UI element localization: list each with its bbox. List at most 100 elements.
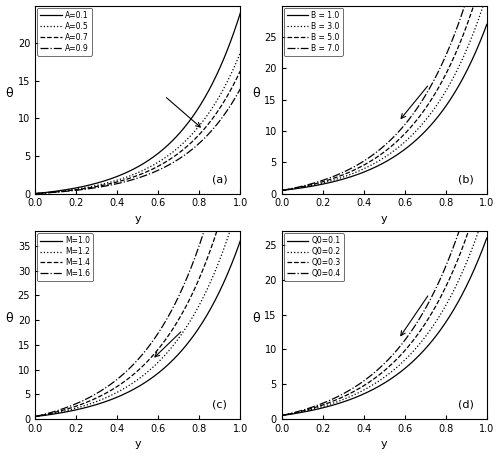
B = 7.0 — [404, 119, 410, 124]
A=0.7 — [158, 162, 164, 167]
A=0.7 — [32, 191, 38, 196]
Text: (b): (b) — [458, 174, 474, 184]
M=1.2 — [32, 414, 38, 419]
M=1.4 — [32, 414, 38, 419]
M=1.2 — [205, 285, 211, 290]
Line: B = 1.0: B = 1.0 — [282, 25, 487, 191]
Q0=0.2 — [401, 358, 407, 364]
Q0=0.1 — [401, 367, 407, 372]
A=0.9 — [154, 168, 160, 173]
B = 5.0 — [280, 187, 285, 193]
Line: Q0=0.1: Q0=0.1 — [282, 238, 487, 415]
Line: B = 3.0: B = 3.0 — [282, 0, 487, 191]
B = 5.0 — [400, 133, 406, 138]
Q0=0.4 — [484, 129, 490, 134]
Line: A=0.9: A=0.9 — [35, 89, 240, 194]
B = 7.0 — [278, 188, 284, 193]
B = 1.0 — [280, 187, 285, 193]
M=1.4 — [154, 349, 160, 354]
B = 1.0 — [464, 66, 470, 72]
A=0.1 — [154, 152, 160, 157]
A=0.1 — [32, 191, 38, 196]
A=0.1 — [205, 89, 211, 95]
Q0=0.4 — [464, 202, 470, 207]
M=1.0 — [218, 286, 224, 291]
M=1.6 — [238, 76, 244, 82]
Q0=0.2 — [400, 359, 406, 364]
B = 3.0 — [401, 140, 407, 146]
Legend: B = 1.0, B = 3.0, B = 5.0, B = 7.0: B = 1.0, B = 3.0, B = 5.0, B = 7.0 — [284, 8, 343, 56]
Line: A=0.5: A=0.5 — [35, 53, 240, 194]
A=0.7 — [154, 164, 160, 169]
B = 7.0 — [401, 123, 407, 129]
A=0.5 — [205, 111, 211, 117]
B = 5.0 — [464, 20, 470, 26]
A=0.5 — [32, 191, 38, 197]
X-axis label: y: y — [134, 214, 141, 224]
Q0=0.1 — [452, 305, 458, 311]
Q0=0.3 — [278, 413, 284, 418]
M=1.2 — [154, 361, 160, 367]
Q0=0.3 — [280, 413, 285, 418]
A=0.9 — [205, 132, 211, 137]
Y-axis label: θ: θ — [252, 86, 260, 100]
A=0.7 — [205, 121, 211, 127]
B = 3.0 — [280, 187, 285, 193]
Q0=0.3 — [452, 265, 458, 270]
X-axis label: y: y — [381, 214, 388, 224]
B = 1.0 — [401, 147, 407, 153]
M=1.2 — [158, 357, 164, 363]
B = 3.0 — [278, 188, 284, 193]
X-axis label: y: y — [134, 440, 141, 450]
M=1.6 — [154, 333, 160, 339]
M=1.6 — [32, 414, 38, 420]
Y-axis label: θ: θ — [252, 312, 260, 325]
M=1.4 — [32, 414, 38, 420]
A=0.7 — [218, 103, 224, 109]
A=0.9 — [238, 86, 244, 91]
A=0.1 — [154, 152, 160, 157]
M=1.0 — [32, 414, 38, 420]
M=1.4 — [205, 254, 211, 259]
Line: M=1.6: M=1.6 — [35, 79, 240, 417]
Text: (c): (c) — [212, 399, 227, 410]
A=0.1 — [218, 62, 224, 68]
A=0.9 — [32, 191, 38, 197]
Q0=0.3 — [404, 345, 410, 350]
Legend: Q0=0.1, Q0=0.2, Q0=0.3, Q0=0.4: Q0=0.1, Q0=0.2, Q0=0.3, Q0=0.4 — [284, 233, 344, 281]
Q0=0.1 — [278, 413, 284, 418]
Legend: A=0.1, A=0.5, A=0.7, A=0.9: A=0.1, A=0.5, A=0.7, A=0.9 — [38, 8, 92, 56]
Line: M=1.0: M=1.0 — [35, 241, 240, 417]
Q0=0.2 — [280, 413, 285, 418]
Q0=0.4 — [280, 413, 285, 418]
Q0=0.3 — [401, 349, 407, 354]
Line: A=0.1: A=0.1 — [35, 13, 240, 194]
Q0=0.1 — [404, 364, 410, 369]
Line: B = 5.0: B = 5.0 — [282, 0, 487, 191]
Text: (a): (a) — [212, 174, 228, 184]
B = 5.0 — [278, 188, 284, 193]
Q0=0.2 — [452, 286, 458, 292]
B = 5.0 — [404, 128, 410, 134]
Q0=0.2 — [278, 413, 284, 418]
Q0=0.2 — [404, 355, 410, 360]
B = 1.0 — [278, 188, 284, 193]
A=0.7 — [32, 191, 38, 197]
M=1.0 — [238, 238, 244, 243]
Q0=0.3 — [484, 168, 490, 173]
M=1.4 — [154, 348, 160, 353]
Q0=0.4 — [452, 241, 458, 247]
B = 3.0 — [400, 141, 406, 146]
Q0=0.4 — [278, 413, 284, 418]
B = 5.0 — [452, 53, 458, 58]
B = 1.0 — [484, 22, 490, 27]
Q0=0.4 — [400, 340, 406, 345]
M=1.0 — [154, 371, 160, 377]
B = 3.0 — [464, 45, 470, 50]
A=0.5 — [238, 50, 244, 56]
B = 1.0 — [452, 90, 458, 96]
M=1.0 — [154, 372, 160, 377]
M=1.4 — [218, 215, 224, 221]
M=1.0 — [205, 310, 211, 316]
M=1.2 — [238, 194, 244, 200]
